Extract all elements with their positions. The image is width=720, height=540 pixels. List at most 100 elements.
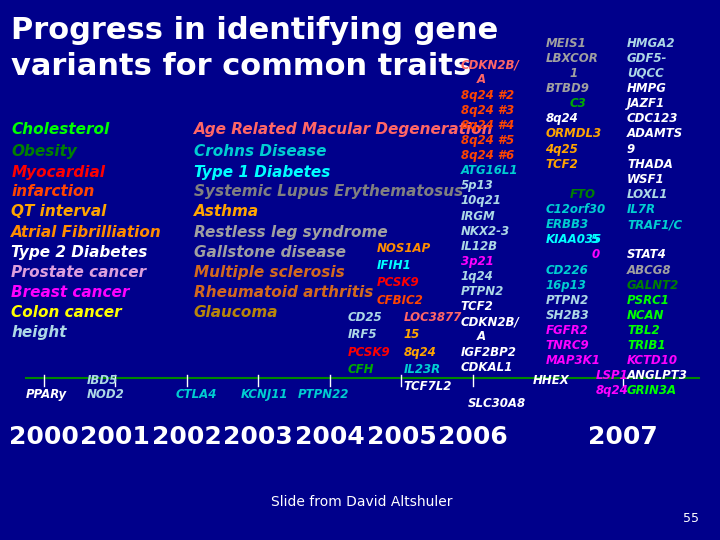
Text: TNRC9: TNRC9 [545,339,589,352]
Text: STAT4: STAT4 [627,248,667,261]
Text: CDKN2B/: CDKN2B/ [461,315,520,328]
Text: 5p13: 5p13 [461,179,494,192]
Text: Prostate cancer: Prostate cancer [12,265,147,280]
Text: TCF2: TCF2 [461,300,494,313]
Text: Obesity: Obesity [12,144,77,159]
Text: HMPG: HMPG [627,82,667,95]
Text: GDF5-: GDF5- [627,52,667,65]
Text: CTLA4: CTLA4 [176,388,217,401]
Text: SH2B3: SH2B3 [545,309,589,322]
Text: BTBD9: BTBD9 [545,82,589,95]
Text: Cholesterol: Cholesterol [12,122,109,137]
Text: MAP3K1: MAP3K1 [545,354,600,367]
Text: NOS1AP: NOS1AP [377,242,431,255]
Text: Age Related Macular Degeneration: Age Related Macular Degeneration [194,122,493,137]
Text: 8q24 #4: 8q24 #4 [461,119,514,132]
Text: Atrial Fibrilliation: Atrial Fibrilliation [12,225,162,240]
Text: GALNT2: GALNT2 [627,279,679,292]
Text: 4q25: 4q25 [545,143,578,156]
Text: 8q24 #2: 8q24 #2 [461,89,514,102]
Text: THADA: THADA [627,158,672,171]
Text: Slide from David Altshuler: Slide from David Altshuler [271,495,453,509]
Text: TCF2: TCF2 [545,158,578,171]
Text: ORMDL3: ORMDL3 [545,127,601,140]
Text: CFBIC2: CFBIC2 [377,294,423,307]
Text: 2002: 2002 [152,426,222,449]
Text: IL7R: IL7R [627,203,656,216]
Text: TRAF1/C: TRAF1/C [627,218,682,231]
Text: LOC3877: LOC3877 [404,311,462,324]
Text: SLC30A8: SLC30A8 [468,397,526,410]
Text: LBXCOR: LBXCOR [545,52,598,65]
Text: Glaucoma: Glaucoma [194,305,279,320]
Text: IRF5: IRF5 [348,328,377,341]
Text: Colon cancer: Colon cancer [12,305,122,320]
Text: 2001: 2001 [80,426,150,449]
Text: ATG16L1: ATG16L1 [461,164,518,177]
Text: IGF2BP2: IGF2BP2 [461,346,517,359]
Text: IBD5: IBD5 [86,374,118,387]
Text: HHEX: HHEX [533,374,570,387]
Text: LSP1: LSP1 [595,369,629,382]
Text: Asthma: Asthma [194,204,259,219]
Text: KIAA035: KIAA035 [545,233,601,246]
Text: 1: 1 [570,67,578,80]
Text: IL23R: IL23R [404,363,441,376]
Text: 2006: 2006 [438,426,508,449]
Text: 5: 5 [591,233,599,246]
Text: 2003: 2003 [223,426,293,449]
Text: C3: C3 [570,97,587,110]
Text: 8q24 #5: 8q24 #5 [461,134,514,147]
Text: HMGA2: HMGA2 [627,37,675,50]
Text: GRIN3A: GRIN3A [627,384,677,397]
Text: Myocardial: Myocardial [12,165,105,180]
Text: Gallstone disease: Gallstone disease [194,245,346,260]
Text: NCAN: NCAN [627,309,665,322]
Text: ERBB3: ERBB3 [545,218,588,231]
Text: height: height [12,325,67,340]
Text: NOD2: NOD2 [86,388,125,401]
Text: Rheumatoid arthritis: Rheumatoid arthritis [194,285,373,300]
Text: CD226: CD226 [545,264,588,276]
Text: PTPN22: PTPN22 [297,388,349,401]
Text: FTO: FTO [570,188,595,201]
Text: A: A [477,73,486,86]
Text: 9: 9 [627,143,635,156]
Text: 8q24 #3: 8q24 #3 [461,104,514,117]
Text: ABCG8: ABCG8 [627,264,672,276]
Text: 15: 15 [404,328,420,341]
Text: PCSK9: PCSK9 [377,276,419,289]
Text: 8q24: 8q24 [404,346,436,359]
Text: Type 2 Diabetes: Type 2 Diabetes [12,245,148,260]
Text: 2007: 2007 [588,426,658,449]
Text: FGFR2: FGFR2 [545,324,588,337]
Text: ANGLPT3: ANGLPT3 [627,369,688,382]
Text: Crohns Disease: Crohns Disease [194,144,326,159]
Text: 3p21: 3p21 [461,255,494,268]
Text: 8q24: 8q24 [545,112,578,125]
Text: 2000: 2000 [9,426,78,449]
Text: CDKAL1: CDKAL1 [461,361,513,374]
Text: ADAMTS: ADAMTS [627,127,683,140]
Text: Type 1 Diabetes: Type 1 Diabetes [194,165,330,180]
Text: CD25: CD25 [348,311,382,324]
Text: A: A [477,330,486,343]
Text: MEIS1: MEIS1 [545,37,586,50]
Text: PTPN2: PTPN2 [545,294,589,307]
Text: CFH: CFH [348,363,374,376]
Text: 1q24: 1q24 [461,270,494,283]
Text: PCSK9: PCSK9 [348,346,390,359]
Text: Progress in identifying gene
variants for common traits: Progress in identifying gene variants fo… [12,16,499,81]
Text: 16p13: 16p13 [545,279,586,292]
Text: KCTD10: KCTD10 [627,354,678,367]
Text: 2004: 2004 [295,426,365,449]
Text: KCNJ11: KCNJ11 [240,388,288,401]
Text: TRIB1: TRIB1 [627,339,665,352]
Text: LOXL1: LOXL1 [627,188,668,201]
Text: 0: 0 [591,248,599,261]
Text: QT interval: QT interval [12,204,107,219]
Text: 8q24: 8q24 [595,384,629,397]
Text: JAZF1: JAZF1 [627,97,665,110]
Text: TCF7L2: TCF7L2 [404,380,452,393]
Text: 55: 55 [683,512,698,525]
